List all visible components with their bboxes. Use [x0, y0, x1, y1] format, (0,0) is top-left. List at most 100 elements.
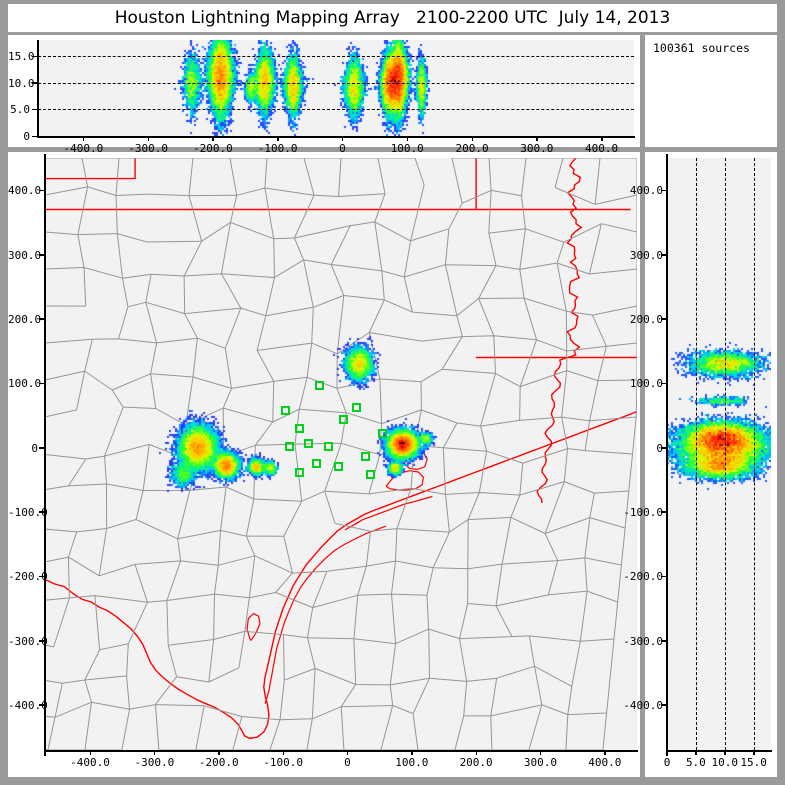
top-panel-x-axis: [37, 136, 635, 138]
map-y-tickmark: [39, 704, 45, 706]
top-x-tick-label: -400.0: [63, 142, 104, 155]
map-x-axis: [44, 750, 638, 752]
plan-view-point-cloud: [45, 158, 637, 750]
map-x-tick-label: -300.0: [134, 756, 175, 769]
lma-station-marker-9[interactable]: [312, 458, 322, 468]
right-x-tickmark: [666, 750, 668, 755]
map-x-tickmark: [218, 750, 220, 755]
top-y-tickmark: [32, 108, 38, 111]
map-y-tick-label: -200.0: [8, 570, 48, 584]
map-x-tick-label: -200.0: [198, 756, 239, 769]
north-south-vs-altitude-plot-area: [667, 158, 771, 750]
lma-station-marker-8[interactable]: [323, 441, 333, 451]
right-y-tickmark: [661, 640, 667, 642]
altitude-vs-east-west-plot-area: [38, 40, 634, 136]
map-y-tickmark: [39, 189, 45, 192]
right-x-tickmark: [724, 750, 726, 755]
page-title: Houston Lightning Mapping Array 2100-220…: [114, 8, 671, 28]
altitude-vs-east-west-panel: 0 5.0 10.0 15.0 -400.0 -300.0 -200.0 -100.0 0 100…: [8, 35, 640, 154]
lma-station-marker-1[interactable]: [314, 381, 324, 391]
right-y-tick-label: -200.0: [623, 570, 663, 584]
map-x-tick-label: -100.0: [263, 756, 303, 769]
map-y-axis: [44, 154, 46, 756]
lma-station-marker-12[interactable]: [377, 428, 387, 438]
map-x-tickmark: [539, 750, 542, 755]
map-y-tick-label: 300.0: [8, 248, 42, 262]
right-y-tick-label: 200.0: [629, 312, 663, 326]
map-y-tick-label: 400.0: [8, 184, 42, 198]
plan-view-map-plot-area: [45, 158, 637, 750]
right-x-tick-label: 5.0: [685, 756, 706, 769]
gridline-altitude-5.0: [695, 158, 697, 750]
top-panel-y-axis: [37, 40, 39, 137]
lma-station-marker-10[interactable]: [333, 462, 343, 472]
right-y-tickmark: [661, 318, 667, 320]
top-x-tick-label: -300.0: [128, 142, 168, 155]
north-south-vs-altitude-point-cloud: [667, 158, 771, 750]
right-y-tickmark: [661, 382, 667, 385]
top-x-tick-label: 300.0: [520, 142, 554, 155]
top-y-tick-label: 15.0: [8, 50, 35, 63]
map-y-tickmark: [39, 640, 45, 642]
lma-station-marker-13[interactable]: [366, 470, 376, 480]
right-x-tickmark: [753, 750, 755, 755]
map-y-tick-label: -300.0: [8, 634, 48, 648]
top-y-tick-label: 5.0: [10, 103, 30, 117]
right-y-tickmark: [661, 575, 667, 578]
top-x-tick-label: -200.0: [193, 142, 233, 155]
map-y-tick-label: -100.0: [8, 505, 48, 519]
right-y-tickmark: [661, 704, 667, 706]
map-x-tick-label: -400.0: [70, 756, 110, 769]
gridline-altitude-5.0: [38, 109, 634, 111]
right-y-tick-label: 300.0: [629, 248, 663, 262]
right-y-tickmark: [661, 254, 667, 256]
map-y-tick-label: 100.0: [8, 377, 42, 391]
source-count-label: 100361 sources: [653, 41, 750, 55]
top-x-tickmark: [536, 136, 538, 141]
map-x-tickmark: [153, 750, 156, 755]
map-x-tick-label: 100.0: [395, 756, 429, 769]
top-y-tick-label: 10.0: [8, 76, 35, 90]
top-x-tickmark: [82, 136, 85, 141]
top-x-tickmark: [341, 136, 344, 141]
top-x-tick-label: 100.0: [390, 142, 424, 155]
right-x-tick-label: 10.0: [711, 756, 739, 769]
altitude-vs-east-west-point-cloud: [38, 40, 634, 136]
lma-station-marker-2[interactable]: [351, 403, 361, 413]
map-x-tickmark: [346, 750, 349, 755]
map-y-tickmark: [39, 575, 45, 578]
top-x-tick-label: 0: [339, 142, 346, 155]
plan-view-map-panel: -400.0 -300.0 -200.0 -100.0 0 100.0 200.0 300.0…: [8, 152, 640, 777]
map-y-tickmark: [39, 447, 45, 449]
map-y-tick-label: 0: [31, 441, 38, 455]
right-x-tick-label: 0: [663, 756, 671, 769]
gridline-altitude-10.0: [38, 82, 634, 84]
map-x-tick-label: 400.0: [588, 756, 622, 769]
map-x-tickmark: [411, 750, 413, 755]
map-y-tickmark: [39, 511, 45, 513]
gridline-altitude-15.0: [38, 56, 634, 57]
map-x-tickmark: [604, 750, 606, 755]
lma-station-marker-11[interactable]: [360, 452, 370, 462]
top-y-tickmark: [32, 82, 38, 84]
map-y-tickmark: [39, 318, 45, 320]
right-y-tick-label: -300.0: [623, 634, 663, 648]
map-y-tick-label: -400.0: [8, 698, 48, 712]
map-x-tick-label: 200.0: [459, 756, 493, 769]
map-x-tick-label: 300.0: [523, 756, 558, 769]
right-y-tick-label: -400.0: [623, 698, 663, 712]
lma-station-marker-7[interactable]: [285, 441, 295, 451]
right-y-tickmark: [661, 447, 667, 449]
lma-station-marker-14[interactable]: [295, 467, 305, 477]
right-y-tick-label: -100.0: [623, 505, 663, 519]
lma-station-marker-5[interactable]: [295, 423, 305, 433]
lma-station-marker-4[interactable]: [281, 405, 291, 415]
map-x-tickmark: [89, 750, 92, 755]
lma-station-marker-6[interactable]: [304, 439, 314, 449]
top-x-tick-label: 400.0: [585, 142, 619, 155]
right-x-tick-label: 15.0: [740, 756, 767, 769]
source-count-panel: 100361 sources: [645, 35, 777, 147]
map-x-tick-label: 0: [344, 756, 351, 769]
lma-station-marker-3[interactable]: [339, 414, 349, 424]
right-y-tickmark: [661, 511, 667, 513]
